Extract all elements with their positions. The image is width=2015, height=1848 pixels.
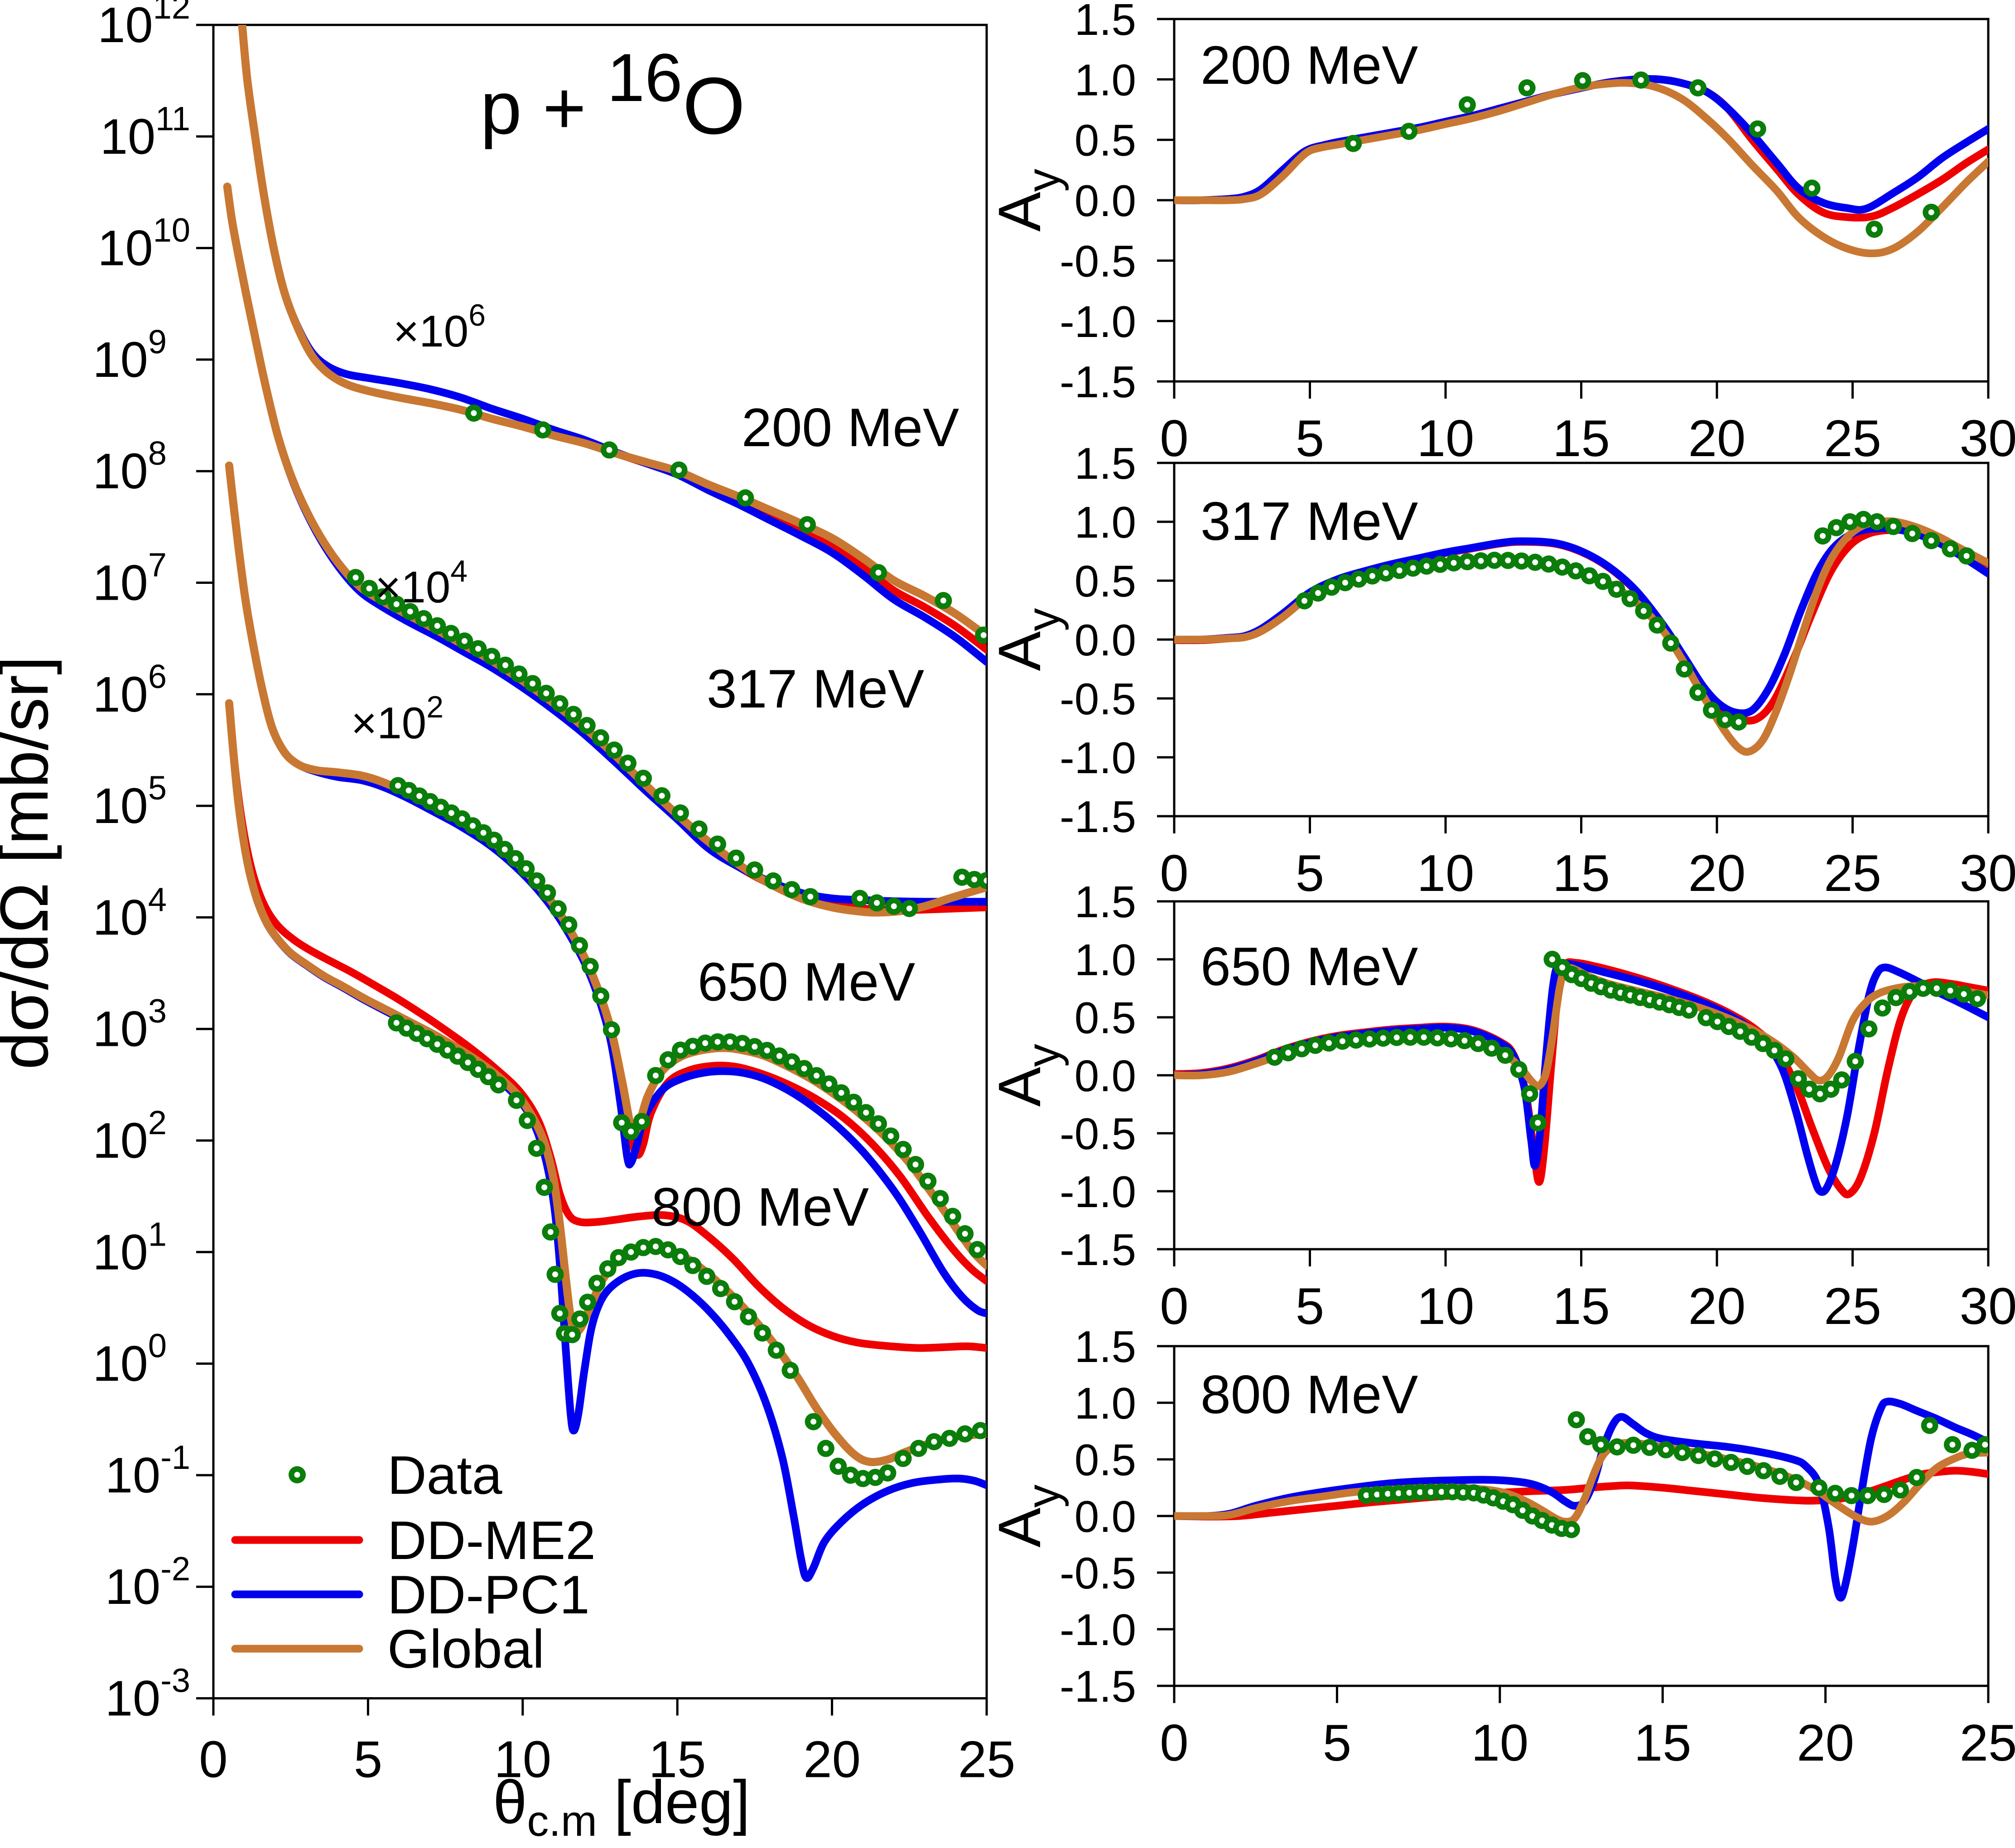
svg-text:1010: 1010 xyxy=(97,212,190,276)
svg-text:5: 5 xyxy=(1323,1714,1351,1772)
svg-text:dσ/dΩ [mb/sr]: dσ/dΩ [mb/sr] xyxy=(0,656,62,1069)
svg-text:-1.5: -1.5 xyxy=(1060,1225,1136,1275)
svg-text:0.0: 0.0 xyxy=(1075,1051,1136,1101)
svg-text:1.0: 1.0 xyxy=(1075,1378,1136,1428)
svg-text:20: 20 xyxy=(803,1731,861,1789)
svg-text:15: 15 xyxy=(1552,410,1610,467)
svg-text:317 MeV: 317 MeV xyxy=(1200,491,1418,552)
svg-text:1.0: 1.0 xyxy=(1075,935,1136,985)
svg-text:-1.5: -1.5 xyxy=(1060,357,1136,407)
svg-text:-0.5: -0.5 xyxy=(1060,674,1136,724)
svg-text:20: 20 xyxy=(1797,1714,1854,1772)
svg-text:10: 10 xyxy=(494,1731,551,1789)
svg-text:0: 0 xyxy=(1160,845,1188,902)
svg-text:-1.5: -1.5 xyxy=(1060,1661,1136,1711)
svg-text:20: 20 xyxy=(1688,1278,1746,1335)
svg-text:1.0: 1.0 xyxy=(1075,497,1136,547)
svg-text:30: 30 xyxy=(1960,845,2015,902)
svg-text:800 MeV: 800 MeV xyxy=(651,1177,869,1237)
svg-text:317 MeV: 317 MeV xyxy=(707,659,924,719)
svg-text:1.5: 1.5 xyxy=(1075,438,1136,488)
svg-text:0: 0 xyxy=(1160,1714,1188,1772)
svg-text:200 MeV: 200 MeV xyxy=(1200,35,1418,96)
svg-text:25: 25 xyxy=(1960,1714,2015,1772)
svg-text:5: 5 xyxy=(1296,1278,1324,1335)
svg-text:0.0: 0.0 xyxy=(1075,615,1136,665)
svg-text:10-3: 10-3 xyxy=(105,1662,190,1727)
svg-text:0.5: 0.5 xyxy=(1075,1435,1136,1485)
svg-text:15: 15 xyxy=(1552,1278,1610,1335)
svg-text:650 MeV: 650 MeV xyxy=(1200,936,1418,997)
svg-text:800 MeV: 800 MeV xyxy=(1200,1364,1418,1425)
svg-text:25: 25 xyxy=(1824,410,1881,467)
svg-text:DD-ME2: DD-ME2 xyxy=(387,1510,596,1571)
svg-text:15: 15 xyxy=(1552,845,1610,902)
svg-text:25: 25 xyxy=(958,1731,1016,1789)
svg-text:25: 25 xyxy=(1824,845,1881,902)
svg-text:200 MeV: 200 MeV xyxy=(742,397,959,458)
svg-text:10: 10 xyxy=(1417,845,1475,902)
svg-text:0.5: 0.5 xyxy=(1075,556,1136,606)
svg-text:20: 20 xyxy=(1688,410,1746,467)
svg-text:1.5: 1.5 xyxy=(1075,877,1136,927)
svg-text:-1.0: -1.0 xyxy=(1060,297,1136,346)
svg-text:DD-PC1: DD-PC1 xyxy=(387,1564,590,1625)
svg-text:5: 5 xyxy=(354,1731,382,1789)
svg-text:1.0: 1.0 xyxy=(1075,55,1136,105)
svg-text:Data: Data xyxy=(387,1445,502,1506)
svg-text:-1.5: -1.5 xyxy=(1060,792,1136,842)
svg-text:15: 15 xyxy=(1634,1714,1692,1772)
svg-text:15: 15 xyxy=(649,1731,706,1789)
svg-text:10: 10 xyxy=(1471,1714,1528,1772)
svg-text:0: 0 xyxy=(1160,1278,1188,1335)
svg-text:25: 25 xyxy=(1824,1278,1881,1335)
svg-text:0.5: 0.5 xyxy=(1075,116,1136,165)
svg-text:-1.0: -1.0 xyxy=(1060,733,1136,783)
svg-text:1.5: 1.5 xyxy=(1075,0,1136,44)
svg-text:0: 0 xyxy=(199,1731,227,1789)
svg-text:1.5: 1.5 xyxy=(1075,1322,1136,1372)
svg-text:-0.5: -0.5 xyxy=(1060,1109,1136,1159)
svg-text:0: 0 xyxy=(1160,410,1188,467)
svg-text:0.5: 0.5 xyxy=(1075,993,1136,1043)
svg-text:-1.0: -1.0 xyxy=(1060,1605,1136,1655)
svg-text:650 MeV: 650 MeV xyxy=(698,952,915,1012)
svg-text:30: 30 xyxy=(1960,410,2015,467)
svg-text:5: 5 xyxy=(1296,410,1324,467)
svg-text:30: 30 xyxy=(1960,1278,2015,1335)
svg-text:-0.5: -0.5 xyxy=(1060,1548,1136,1598)
svg-text:-0.5: -0.5 xyxy=(1060,236,1136,286)
svg-text:0.0: 0.0 xyxy=(1075,1492,1136,1541)
svg-text:20: 20 xyxy=(1688,845,1746,902)
svg-text:10: 10 xyxy=(1417,410,1475,467)
svg-text:-1.0: -1.0 xyxy=(1060,1167,1136,1217)
svg-text:10: 10 xyxy=(1417,1278,1475,1335)
svg-text:×102: ×102 xyxy=(351,690,443,748)
svg-text:5: 5 xyxy=(1296,845,1324,902)
svg-text:Global: Global xyxy=(387,1619,545,1680)
svg-text:0.0: 0.0 xyxy=(1075,176,1136,226)
